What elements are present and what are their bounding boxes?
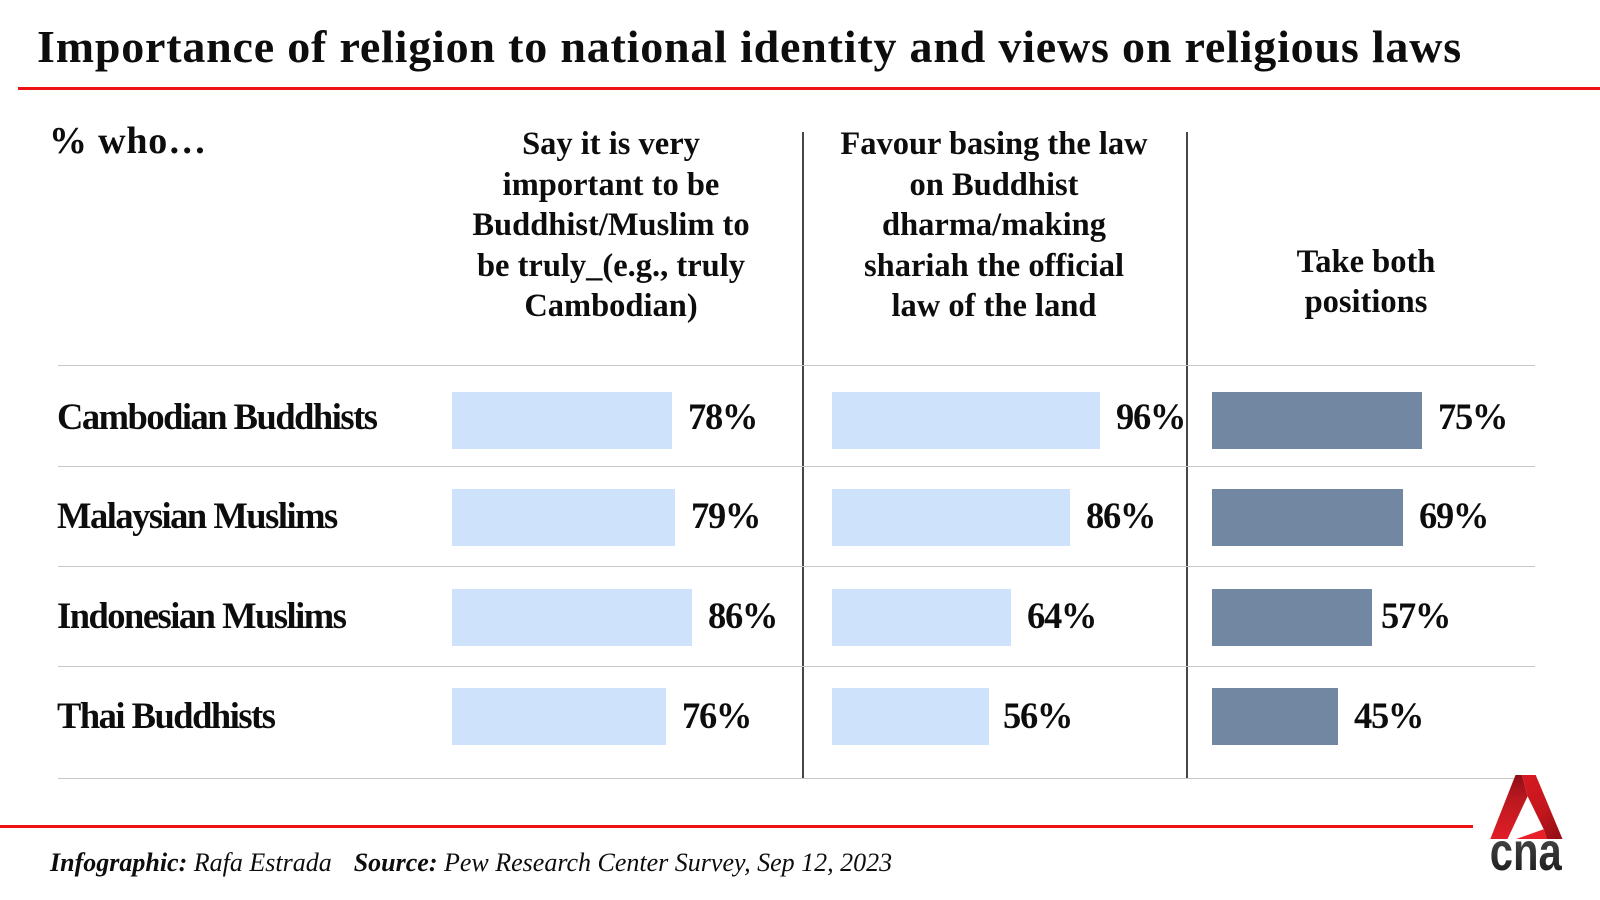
svg-text:cna: cna	[1490, 822, 1563, 875]
